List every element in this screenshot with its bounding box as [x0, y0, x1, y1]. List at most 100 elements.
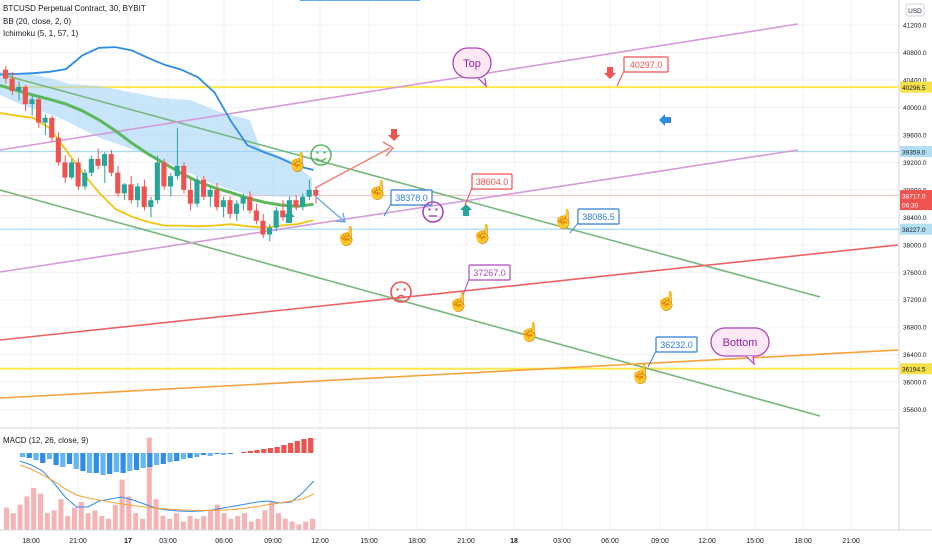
price-tick-label: 36000.0: [903, 380, 927, 387]
callout-37267-box[interactable]: [468, 264, 511, 281]
candle-body[interactable]: [3, 69, 9, 79]
candle-body[interactable]: [36, 99, 42, 123]
callout-37267-text: 37267.0: [473, 268, 506, 278]
smile-face-icon-mouth: [315, 157, 327, 162]
candle-body[interactable]: [194, 179, 200, 204]
callout-40297-box[interactable]: [623, 56, 669, 73]
time-axis: 18:00 21:00 17 03:00 06:00 09:00 12:00 15:00 18:…: [0, 529, 932, 545]
macd-histogram-bar: [267, 448, 274, 453]
macd-volume-bar: [99, 516, 105, 530]
macd-histogram-bar: [167, 453, 173, 462]
candle-body[interactable]: [135, 186, 141, 201]
macd-histogram-bar: [33, 453, 39, 460]
macd-histogram-bar: [160, 453, 166, 464]
candle-body[interactable]: [88, 158, 94, 173]
candle-body[interactable]: [49, 117, 55, 138]
candle-body[interactable]: [121, 184, 127, 194]
callout-38086-box[interactable]: [577, 208, 620, 225]
candle-body[interactable]: [141, 186, 147, 208]
candle-body[interactable]: [293, 200, 299, 208]
price-tick-label: 35600.0: [903, 407, 927, 414]
candle-body[interactable]: [16, 86, 22, 92]
macd-volume-bar: [119, 479, 125, 530]
candle-body[interactable]: [148, 200, 154, 208]
time-tick-label: 18: [510, 538, 518, 545]
bottom-bubble-shape[interactable]: [710, 327, 770, 357]
macd-volume-bar: [289, 521, 295, 530]
macd-histogram-bar: [140, 453, 146, 468]
candle-body[interactable]: [62, 162, 68, 178]
candle-body[interactable]: [55, 137, 61, 163]
candle-body[interactable]: [247, 196, 253, 211]
price-tick-label: 36800.0: [903, 325, 927, 332]
candle-body[interactable]: [161, 162, 167, 187]
hand-pointer-icon: ☝: [367, 179, 389, 201]
hand-pointer-icon: ☝: [448, 291, 470, 313]
macd-histogram-bar: [127, 453, 133, 471]
candle-body[interactable]: [201, 179, 207, 197]
macd-volume-bar: [4, 507, 9, 530]
macd-histogram-bar: [93, 453, 99, 473]
candle-body[interactable]: [260, 220, 266, 235]
candle-body[interactable]: [273, 210, 279, 228]
candle-body[interactable]: [154, 162, 160, 201]
candle-body[interactable]: [227, 200, 233, 214]
candle-body[interactable]: [300, 196, 306, 208]
candle-body[interactable]: [168, 176, 174, 187]
callout-38378-box[interactable]: [390, 189, 433, 206]
candle-body[interactable]: [22, 86, 28, 105]
price-label-box: [900, 81, 932, 93]
macd-volume-bar: [146, 437, 152, 530]
macd-volume-bar: [194, 518, 200, 530]
candle-body[interactable]: [267, 227, 273, 235]
candle-body[interactable]: [69, 162, 75, 178]
bb-legend: BB (20, close, 2, 0): [3, 17, 72, 26]
candle-body[interactable]: [181, 165, 187, 190]
callout-40297-text: 40297.0: [630, 60, 663, 70]
candle-body[interactable]: [234, 203, 240, 214]
candle-body[interactable]: [102, 154, 108, 166]
candle-body[interactable]: [75, 162, 81, 187]
macd-volume-bar: [31, 488, 37, 530]
macd-histogram-bar: [87, 453, 93, 473]
candle-body[interactable]: [286, 200, 292, 218]
macd-volume-bar: [262, 510, 268, 530]
candle-body[interactable]: [82, 172, 88, 187]
candle-body[interactable]: [214, 189, 220, 208]
macd-volume-bar: [242, 513, 247, 530]
candle-body[interactable]: [9, 78, 15, 92]
callout-38604-box[interactable]: [471, 173, 513, 190]
time-tick-label: 15:00: [360, 538, 378, 545]
candle-body[interactable]: [187, 189, 193, 204]
candle-body[interactable]: [108, 154, 114, 173]
macd-volume-bar: [65, 516, 71, 530]
sell-arrow-icon: [388, 129, 400, 141]
candle-body[interactable]: [253, 210, 259, 221]
hand-pointer-icon: ☝: [336, 225, 358, 247]
candle-body[interactable]: [115, 172, 121, 194]
candle-body[interactable]: [42, 117, 48, 123]
top-bubble-text: Top: [463, 58, 481, 70]
macd-volume-bar: [276, 513, 281, 530]
bb-basis-line: [0, 84, 314, 208]
top-bubble-shape[interactable]: [452, 47, 492, 79]
candle-body[interactable]: [174, 165, 180, 177]
candle-body[interactable]: [220, 200, 226, 208]
candle-body[interactable]: [128, 184, 134, 201]
macd-volume-bar: [174, 513, 179, 530]
price-tick-label: 38400.0: [903, 215, 927, 222]
macd-volume-bar: [214, 504, 220, 530]
candle-body[interactable]: [95, 158, 101, 166]
candle-body[interactable]: [29, 99, 35, 105]
price-label-text: 38717.0: [902, 194, 926, 201]
candle-body[interactable]: [207, 189, 213, 197]
candle-body[interactable]: [280, 210, 286, 218]
price-tick-label: 40400.0: [903, 78, 927, 85]
candle-body[interactable]: [313, 189, 319, 196]
callout-36232-box[interactable]: [655, 336, 698, 353]
candle-body[interactable]: [306, 189, 312, 197]
bb-upper-line: [0, 46, 314, 171]
currency-label: USD: [908, 8, 922, 15]
candle-body[interactable]: [240, 196, 246, 204]
